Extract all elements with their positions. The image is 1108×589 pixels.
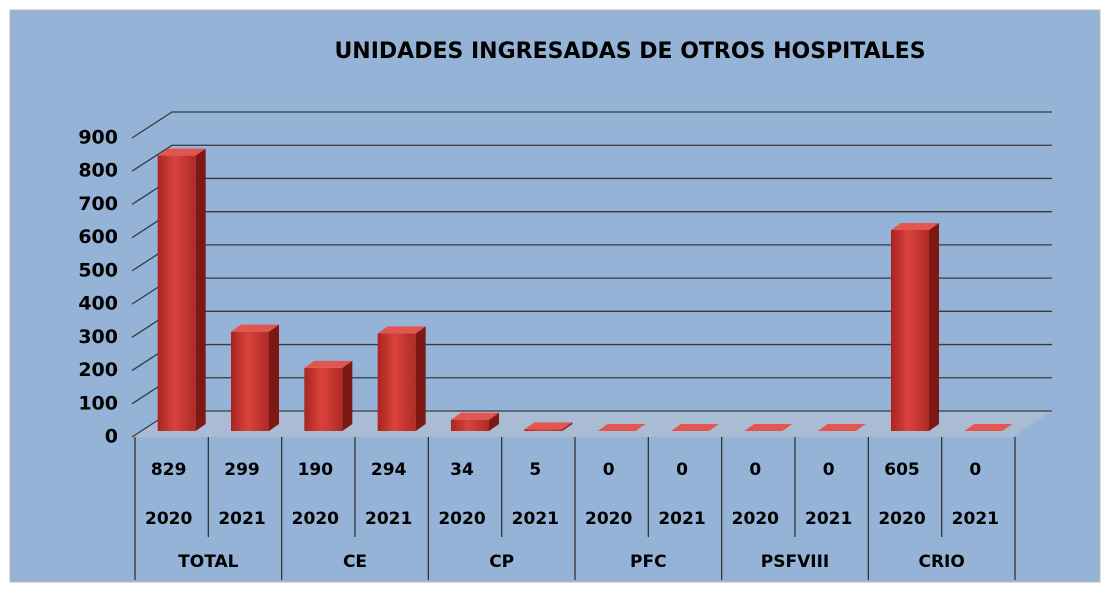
bar [524,422,573,431]
bar-top [671,424,719,431]
y-tick-label: 600 [78,226,118,248]
bar-front [157,155,196,432]
bar-top [451,412,499,420]
value-cell: 829 [151,460,187,480]
bar-top [817,424,866,431]
bar-side [269,324,279,431]
value-cell: 299 [224,460,260,480]
bar [304,360,353,431]
bar-top [597,424,646,431]
bar-front [524,429,563,431]
year-cell: 2021 [512,509,559,529]
bar-top [891,223,939,231]
value-cell: 5 [529,460,541,480]
bar-side [929,223,939,431]
bar [671,424,719,431]
group-cell: PSFVIII [761,552,829,572]
bar-front [451,419,489,431]
bar-front [891,230,929,431]
y-tick-label: 100 [78,392,118,414]
year-cell: 2020 [292,509,339,529]
group-cell: PFC [630,552,667,572]
value-cell: 34 [450,460,474,480]
y-tick-label: 400 [78,293,118,315]
bar [817,424,866,431]
group-cell: CRIO [918,552,964,572]
value-cell: 0 [969,460,981,480]
bar [157,148,206,432]
y-tick-label: 800 [78,160,118,182]
y-tick-label: 200 [78,359,118,381]
bar [744,424,793,431]
year-cell: 2020 [732,509,779,529]
grid-line [131,144,1052,172]
value-cell: 0 [749,460,761,480]
bar-side [489,412,499,431]
value-cell: 605 [884,460,920,480]
bar-top [231,324,279,332]
bar-front [231,331,269,431]
group-cell: CP [489,552,514,572]
year-cell: 2021 [218,509,265,529]
bar-side [342,360,353,431]
group-cell: TOTAL [178,552,238,572]
y-tick-label: 500 [78,259,118,281]
y-tick-label: 0 [105,426,118,448]
y-tick-label: 300 [78,326,118,348]
bar-top [157,148,206,156]
bar [891,223,939,431]
bar-top [744,424,793,431]
year-cell: 2020 [438,509,485,529]
bar-side [195,148,206,432]
value-cell: 0 [603,460,615,480]
value-cell: 190 [298,460,334,480]
year-cell: 2020 [878,509,925,529]
y-tick-label: 900 [78,127,118,149]
chart-title: UNIDADES INGRESADAS DE OTROS HOSPITALES [334,39,925,64]
bar-front [377,333,416,431]
bar-top [524,422,573,430]
value-cell: 0 [823,460,835,480]
year-cell: 2021 [365,509,412,529]
bar [964,424,1013,431]
value-cell: 294 [371,460,407,480]
year-cell: 2020 [145,509,192,529]
bar [451,412,499,431]
year-cell: 2021 [658,509,705,529]
bar-top [377,326,426,334]
bar-top [964,424,1013,431]
bar [231,324,279,431]
bar [597,424,646,431]
bar [377,326,426,431]
value-cell: 0 [676,460,688,480]
y-tick-label: 700 [78,193,118,215]
year-cell: 2020 [585,509,632,529]
year-cell: 2021 [952,509,999,529]
bar-top [304,360,353,368]
group-cell: CE [343,552,367,572]
grid-line [131,111,1052,139]
year-cell: 2021 [805,509,852,529]
bar-side [415,326,426,431]
bar-side [562,422,573,431]
bar-front [304,367,343,431]
